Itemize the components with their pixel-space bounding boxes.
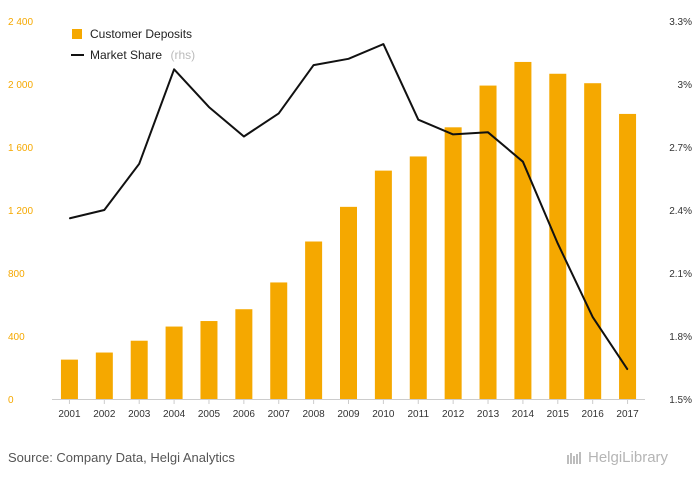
brand-name: HelgiLibrary: [588, 449, 669, 466]
point-market-share: [103, 209, 105, 211]
point-market-share: [627, 369, 629, 371]
bar-customer-deposits: [270, 282, 288, 399]
bar-customer-deposits: [95, 352, 113, 399]
y-right-tick-label: 3%: [678, 80, 693, 91]
bar-customer-deposits: [584, 83, 602, 400]
bar-customer-deposits: [619, 113, 637, 400]
y-left-tick-label: 1 600: [8, 143, 33, 154]
x-tick-label: 2016: [582, 409, 605, 420]
y-left-tick-label: 1 200: [8, 206, 33, 217]
x-tick-label: 2001: [58, 409, 81, 420]
point-market-share: [348, 58, 349, 60]
point-market-share: [522, 161, 524, 163]
point-market-share: [382, 43, 384, 45]
point-market-share: [173, 68, 175, 70]
bar-customer-deposits: [130, 340, 148, 399]
bar-customer-deposits: [165, 326, 183, 399]
y-right-tick-label: 3.3%: [669, 17, 692, 28]
point-market-share: [138, 163, 140, 165]
point-market-share: [452, 133, 454, 135]
bar-customer-deposits: [235, 309, 253, 399]
x-tick-label: 2013: [477, 409, 500, 420]
x-tick-label: 2011: [408, 409, 430, 420]
y-left-tick-label: 2 000: [8, 80, 33, 91]
x-tick-label: 2017: [616, 409, 639, 420]
x-tick-label: 2005: [198, 409, 221, 420]
x-tick-label: 2012: [442, 409, 465, 420]
point-market-share: [68, 217, 70, 219]
legend: Customer Deposits Market Share (rhs): [71, 27, 195, 63]
bar-customer-deposits: [444, 127, 462, 399]
x-tick-label: 2015: [547, 409, 570, 420]
point-market-share: [313, 64, 315, 66]
legend-label-customer-deposits: Customer Deposits: [90, 27, 192, 41]
bar-customer-deposits: [60, 359, 78, 399]
bar-customer-deposits: [479, 85, 497, 399]
x-tick-label: 2009: [337, 409, 360, 420]
bar-customer-deposits: [409, 156, 427, 399]
bar-customer-deposits: [200, 321, 218, 399]
point-market-share: [417, 119, 419, 121]
point-market-share: [208, 106, 210, 108]
x-tick-label: 2007: [268, 409, 291, 420]
legend-market-share-note: (rhs): [170, 48, 195, 62]
x-tick-label: 2003: [128, 409, 151, 420]
point-market-share: [243, 136, 245, 137]
point-market-share: [592, 316, 594, 318]
y-left-tick-label: 0: [8, 395, 14, 406]
x-tick-label: 2010: [372, 409, 395, 420]
legend-swatch-customer-deposits: [72, 29, 82, 39]
y-left-tick-label: 400: [8, 332, 25, 343]
bar-customer-deposits: [340, 206, 357, 399]
source-note: Source: Company Data, Helgi Analytics: [8, 450, 235, 465]
y-right-tick-label: 1.5%: [669, 395, 692, 406]
x-tick-label: 2004: [163, 409, 186, 420]
bar-customer-deposits: [305, 241, 323, 399]
x-tick-label: 2002: [93, 409, 116, 420]
y-right-tick-label: 2.4%: [669, 206, 692, 217]
y-left-tick-label: 800: [8, 269, 25, 280]
x-tick-label: 2008: [302, 409, 325, 420]
x-tick-label: 2014: [512, 409, 535, 420]
legend-market-share-name: Market Share: [90, 48, 162, 62]
x-tick-label: 2006: [233, 409, 256, 420]
legend-label-market-share: Market Share (rhs): [90, 46, 195, 63]
point-market-share: [557, 243, 559, 245]
point-market-share: [278, 112, 280, 114]
point-market-share: [487, 131, 489, 133]
bar-customer-deposits: [549, 73, 567, 399]
bar-customer-deposits: [374, 170, 392, 399]
bar-customer-deposits: [514, 61, 532, 399]
chart: 0 400 800 1 200 1 600 2 000 2 400 1.5% 1.8% 2.1% 2…: [8, 17, 692, 420]
brand-logo[interactable]: HelgiLibrary: [566, 449, 668, 466]
y-right-tick-label: 2.1%: [669, 269, 692, 280]
plot-area: 0 400 800 1 200 1 600 2 000 2 400 1.5% 1.8% 2.1% 2…: [8, 17, 692, 420]
y-left-tick-label: 2 400: [8, 17, 33, 28]
library-icon: [567, 451, 581, 464]
y-right-tick-label: 2.7%: [669, 143, 692, 154]
y-right-tick-label: 1.8%: [669, 332, 692, 343]
